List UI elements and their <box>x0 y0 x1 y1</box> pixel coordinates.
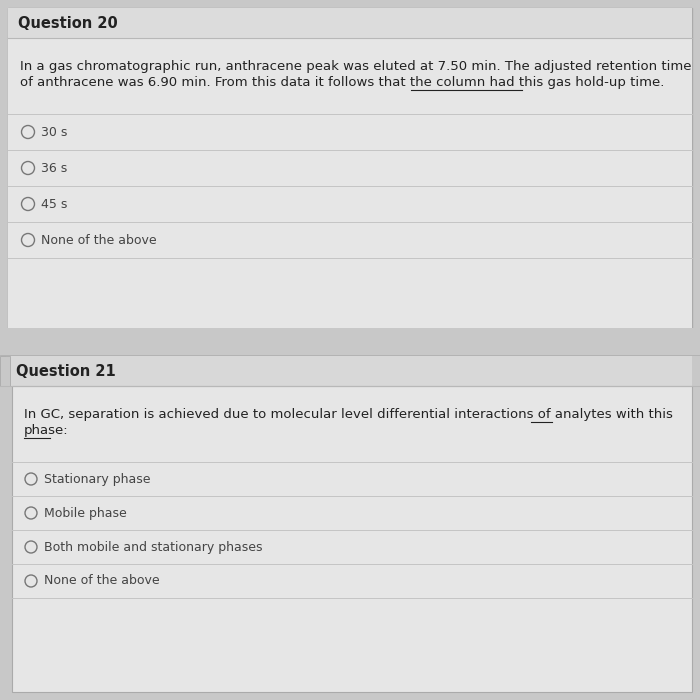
Text: In a gas chromatographic run, anthracene peak was eluted at 7.50 min. The adjust: In a gas chromatographic run, anthracene… <box>20 60 692 73</box>
FancyBboxPatch shape <box>8 8 692 38</box>
Text: None of the above: None of the above <box>44 575 160 587</box>
FancyBboxPatch shape <box>6 356 692 386</box>
Text: None of the above: None of the above <box>41 234 157 246</box>
Text: of anthracene was 6.90 min. From this data it follows that the column had this g: of anthracene was 6.90 min. From this da… <box>20 76 664 89</box>
Text: Stationary phase: Stationary phase <box>44 473 150 486</box>
Text: Both mobile and stationary phases: Both mobile and stationary phases <box>44 540 262 554</box>
FancyBboxPatch shape <box>12 386 692 692</box>
Text: Mobile phase: Mobile phase <box>44 507 127 519</box>
Text: Question 21: Question 21 <box>16 363 116 379</box>
Text: phase:: phase: <box>24 424 69 437</box>
Text: Question 20: Question 20 <box>18 15 118 31</box>
Text: 30 s: 30 s <box>41 125 67 139</box>
Text: 45 s: 45 s <box>41 197 67 211</box>
FancyBboxPatch shape <box>8 38 692 328</box>
FancyBboxPatch shape <box>8 8 692 328</box>
Text: 36 s: 36 s <box>41 162 67 174</box>
Text: In GC, separation is achieved due to molecular level differential interactions o: In GC, separation is achieved due to mol… <box>24 408 673 421</box>
FancyBboxPatch shape <box>0 328 700 356</box>
FancyBboxPatch shape <box>0 356 10 386</box>
